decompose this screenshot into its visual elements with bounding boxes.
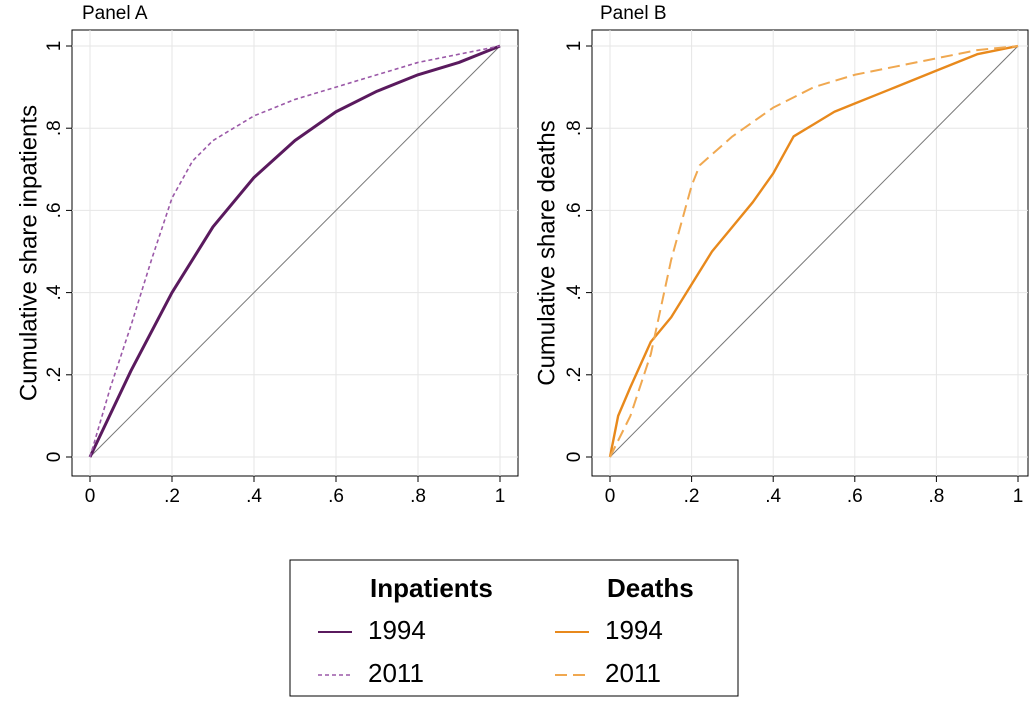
series-line [89,45,501,458]
legend-box [289,559,739,697]
y-tick-label: .6 [44,202,65,218]
y-tick-label: .8 [564,120,585,136]
y-tick-label: .2 [44,367,65,383]
y-axis-title: Cumulative share deaths [533,120,560,385]
series-line [609,45,1019,458]
legend-label: 2011 [368,658,424,688]
legend-label: 1994 [605,615,663,645]
panel-title: Panel B [600,3,667,24]
x-tick-label: .6 [328,486,344,507]
legend-label: 2011 [605,658,661,688]
x-tick-label: .4 [765,486,781,507]
y-axis-title: Cumulative share inpatients [15,105,42,401]
legend-label: 1994 [368,615,426,645]
y-tick-label: .6 [564,202,585,218]
equality-line [609,45,1019,458]
series-line [88,44,501,458]
x-tick-label: .4 [246,486,262,507]
x-tick-label: 0 [605,486,616,507]
y-tick-label: 0 [44,452,65,463]
x-tick-label: 0 [85,486,96,507]
legend-title: Inpatients [370,573,493,603]
y-tick-label: 0 [564,452,585,463]
x-tick-label: 1 [495,486,506,507]
series-line [608,44,1019,458]
x-tick-label: .6 [847,486,863,507]
y-tick-label: .2 [564,367,585,383]
y-tick-label: .4 [44,284,65,300]
y-tick-label: .4 [564,284,585,300]
plot-frame [71,29,519,477]
x-tick-label: .2 [684,486,700,507]
y-tick-label: 1 [564,41,585,52]
panel-title: Panel A [82,3,148,24]
x-tick-label: .8 [928,486,944,507]
legend-title: Deaths [607,573,694,603]
x-tick-label: .2 [164,486,180,507]
y-tick-label: 1 [44,41,65,52]
x-tick-label: 1 [1013,486,1024,507]
x-tick-label: .8 [410,486,426,507]
y-tick-label: .8 [44,120,65,136]
equality-line [89,45,501,458]
